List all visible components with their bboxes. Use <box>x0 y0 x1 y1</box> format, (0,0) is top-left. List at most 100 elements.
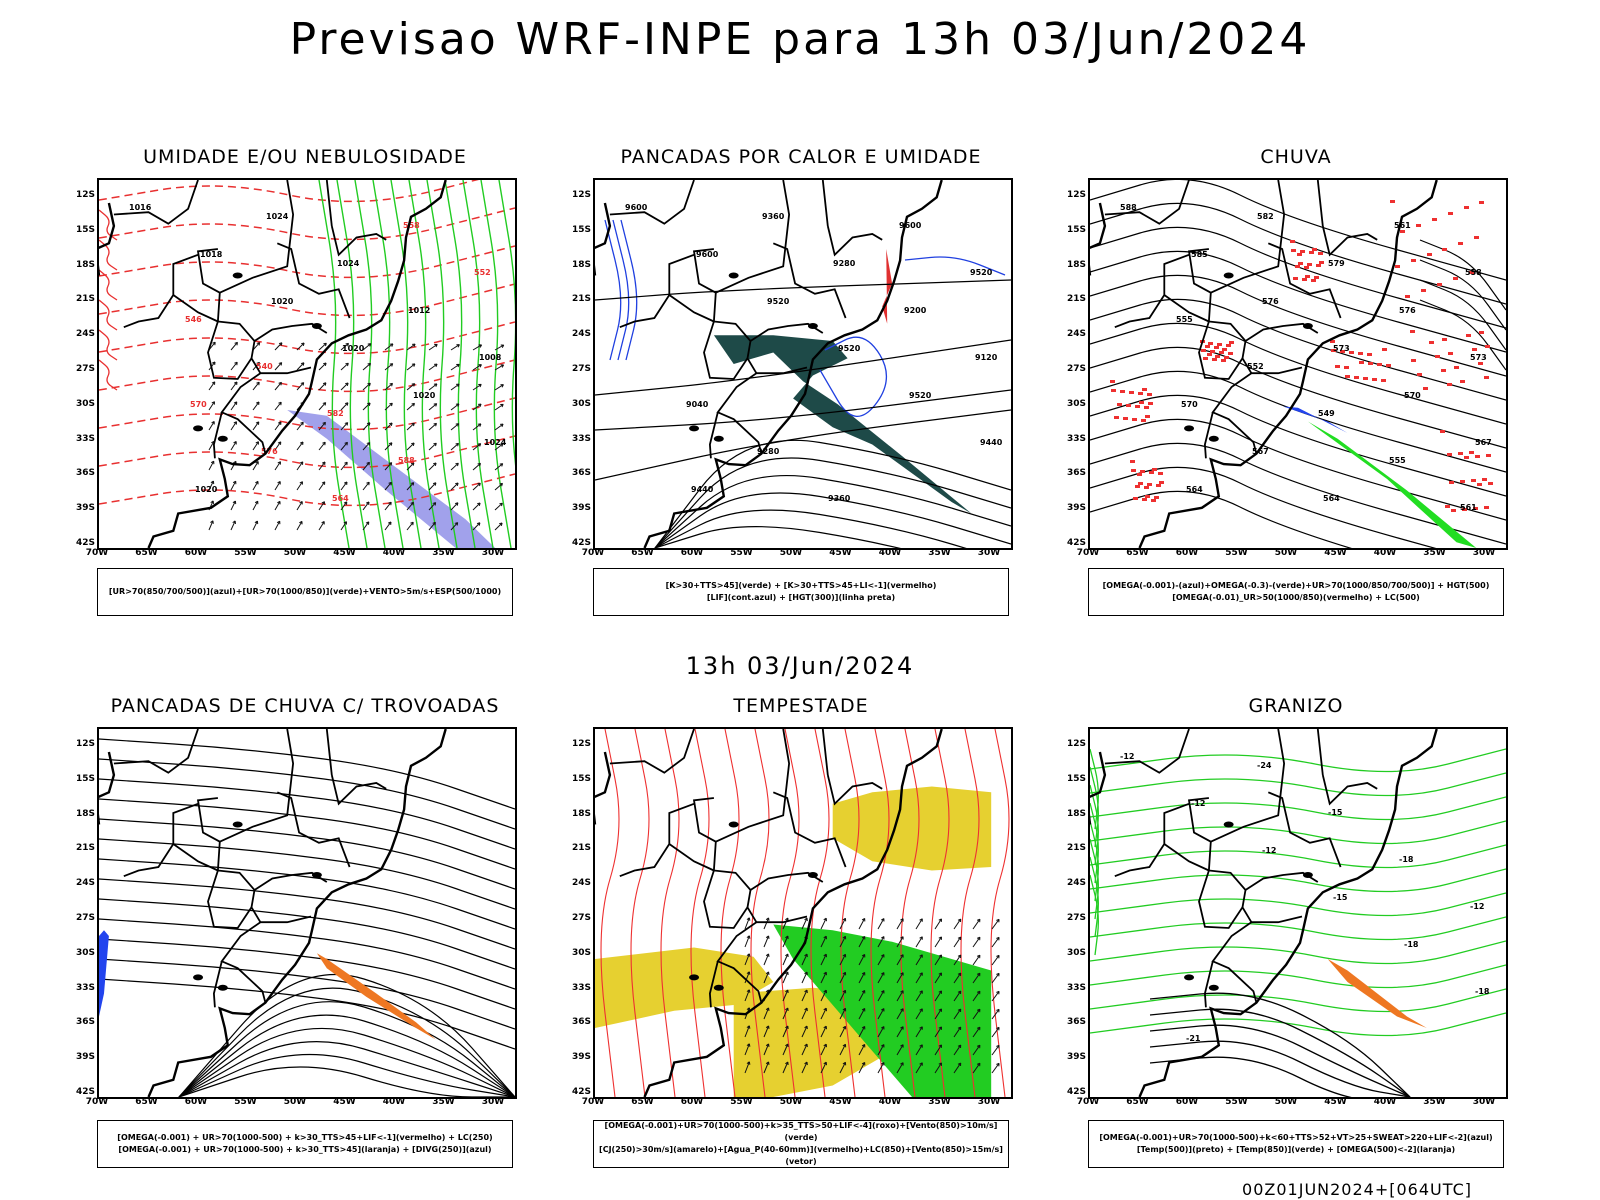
wind-vector <box>494 364 504 371</box>
wind-vector-head <box>433 383 438 387</box>
wind-vector-head <box>299 461 304 465</box>
rain-cell-red <box>1382 348 1387 351</box>
lon-label: 30W <box>977 548 1001 558</box>
wind-vector <box>428 343 438 351</box>
contour-label: 1020 <box>271 297 294 306</box>
streamline <box>1090 226 1506 329</box>
lon-label: 70W <box>1076 1097 1100 1107</box>
wind-vector <box>296 382 305 391</box>
wind-vector-head <box>996 936 1000 941</box>
wind-vector <box>230 361 238 371</box>
rain-cell-red <box>1410 330 1415 333</box>
thickness-contour <box>99 397 515 431</box>
contour-label: 555 <box>1389 456 1406 465</box>
panel-title: PANCADAS POR CALOR E UMIDADE <box>620 146 982 168</box>
wind-vector-head <box>746 989 751 993</box>
country-border <box>196 248 256 342</box>
wind-vector-head <box>900 918 904 922</box>
rain-cell-red <box>1460 380 1465 383</box>
wind-vector <box>858 972 866 984</box>
humidity-contour <box>408 180 440 548</box>
wind-vector <box>208 520 214 531</box>
wind-vector <box>428 462 437 471</box>
wind-vector-head <box>938 936 942 940</box>
map-panel-granizo: -12 -12 -12 -15 -18 -18 -21 -24 -15 -18 -12 <box>1088 727 1508 1099</box>
wind-vector-head <box>996 1044 1000 1049</box>
streamline <box>99 758 515 830</box>
rain-cell-red <box>1363 377 1368 380</box>
contour-label: 1020 <box>342 344 365 353</box>
wind-vector-head <box>976 990 981 995</box>
wind-vector-head <box>823 935 827 940</box>
lat-label: 18S <box>571 259 591 270</box>
wind-vector <box>782 1007 789 1020</box>
rain-cell-red <box>1117 403 1122 406</box>
contour-label: 570 <box>1404 391 1421 400</box>
contour-label: 9280 <box>833 259 856 268</box>
wind-vector <box>428 502 437 511</box>
wind-vector-head <box>345 382 349 386</box>
rain-cell-red <box>1451 509 1456 512</box>
lon-label: 55W <box>730 1097 753 1107</box>
wind-vector <box>782 935 789 948</box>
wind-vector <box>877 1008 885 1020</box>
rain-cell-red <box>1335 365 1340 368</box>
map-canvas: 1016 1018 1020 1020 1020 1024 1020 1024 1024 1012… <box>99 180 515 548</box>
contour-label: 9360 <box>762 212 785 221</box>
wind-vector-head <box>388 481 392 486</box>
contour-label: 9360 <box>828 494 851 503</box>
contour-label: 564 <box>1323 494 1340 503</box>
contour-label: 558 <box>403 221 420 230</box>
wind-vector-head <box>919 972 923 976</box>
lon-label: 30W <box>481 1097 505 1107</box>
temp500-contour <box>1149 1040 1411 1097</box>
rain-cell-red <box>1144 486 1149 489</box>
wind-vector <box>472 403 482 411</box>
lat-label: 15S <box>75 224 95 235</box>
lc850-streamline <box>900 729 920 1097</box>
wind-vector <box>450 363 460 371</box>
wind-vector <box>839 1008 846 1020</box>
wind-vector <box>274 362 283 371</box>
rain-cell-red <box>1319 261 1324 264</box>
coastline <box>99 751 116 825</box>
country-border <box>123 253 199 329</box>
wind-vector <box>450 423 460 431</box>
omega-green <box>1288 410 1477 548</box>
wind-vector <box>915 1008 923 1020</box>
wind-vector <box>744 1043 750 1056</box>
wind-vector <box>472 482 481 491</box>
contour-label: 561 <box>1394 221 1411 230</box>
humidity-contour-red <box>99 359 118 391</box>
wind-vector-head <box>455 423 460 427</box>
rain-cell-red <box>1448 352 1453 355</box>
lat-label: 21S <box>1066 843 1086 854</box>
lon-label: 60W <box>1175 1097 1199 1107</box>
wind-vector-head <box>861 1025 866 1030</box>
wind-vector <box>472 344 482 351</box>
country-border <box>1198 870 1244 929</box>
jet-yellow <box>595 947 774 1028</box>
wind-vector-head <box>823 1007 827 1012</box>
wind-vector <box>252 481 259 491</box>
wind-vector <box>428 403 438 411</box>
wind-vector <box>972 954 981 966</box>
wind-vector-head <box>938 954 942 958</box>
lake-blob <box>232 821 243 828</box>
map-canvas: 588 585 576 573 570 567 564 582 579 576 573 570 567 5… <box>1090 180 1506 548</box>
height-contour <box>654 492 1011 548</box>
lon-label: 40W <box>382 548 406 558</box>
country-border <box>325 729 333 776</box>
wind-vector-head <box>746 935 751 939</box>
wind-vector <box>296 441 304 451</box>
streamline <box>99 838 515 910</box>
legend-line: [Temp(500)](preto) + [Temp(850)](verde) … <box>1136 1145 1456 1154</box>
country-border <box>219 180 295 294</box>
wind-vector-head <box>861 935 866 940</box>
wind-vector <box>274 481 281 491</box>
rain-cell-red <box>1411 259 1416 262</box>
rain-cell-red <box>1214 346 1219 349</box>
rain-cell-red <box>1442 248 1447 251</box>
lon-label: 50W <box>1274 1097 1298 1107</box>
wind-vector <box>428 423 437 431</box>
